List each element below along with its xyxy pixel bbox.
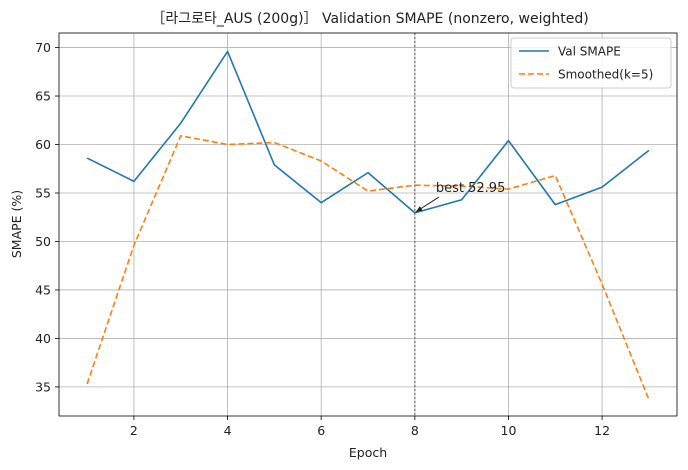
y-tick-label: 65 xyxy=(35,89,51,104)
legend-entry-label: Smoothed(k=5) xyxy=(558,68,653,82)
x-tick-label: 2 xyxy=(130,423,138,438)
y-tick-label: 55 xyxy=(35,185,51,200)
plot-frame xyxy=(58,32,678,417)
best-annotation-label: best 52.95 xyxy=(436,181,505,196)
x-axis-label: Epoch xyxy=(349,445,387,460)
y-tick-label: 45 xyxy=(35,282,51,297)
y-tick-label: 35 xyxy=(35,379,51,394)
y-tick-label: 60 xyxy=(35,137,51,152)
y-tick-label: 40 xyxy=(35,331,51,346)
smoothed-smape-line xyxy=(86,134,650,400)
x-tick-label: 10 xyxy=(501,423,517,438)
chart-title: ［라그로타_AUS (200g)］ Validation SMAPE (nonz… xyxy=(151,11,588,27)
legend-box xyxy=(510,37,672,89)
y-tick-label: 70 xyxy=(35,40,51,55)
grid-lines xyxy=(59,33,677,416)
legend-entry-label: Val SMAPE xyxy=(558,45,621,59)
y-tick-label: 50 xyxy=(35,234,51,249)
val-smape-line xyxy=(86,50,650,214)
series-layer xyxy=(86,50,650,400)
best-annotation-arrowhead xyxy=(415,206,423,212)
x-tick-label: 6 xyxy=(317,423,325,438)
legend: Val SMAPE Smoothed(k=5) xyxy=(510,37,672,89)
annotation-layer: best 52.95 xyxy=(415,181,505,213)
x-tick-label: 8 xyxy=(411,423,419,438)
y-axis-label: SMAPE (%) xyxy=(9,190,24,258)
x-tick-label: 4 xyxy=(224,423,232,438)
axis-ticks: 2 4 6 8 10 12 35 40 45 50 55 60 65 70 xyxy=(35,40,610,438)
x-tick-label: 12 xyxy=(594,423,610,438)
